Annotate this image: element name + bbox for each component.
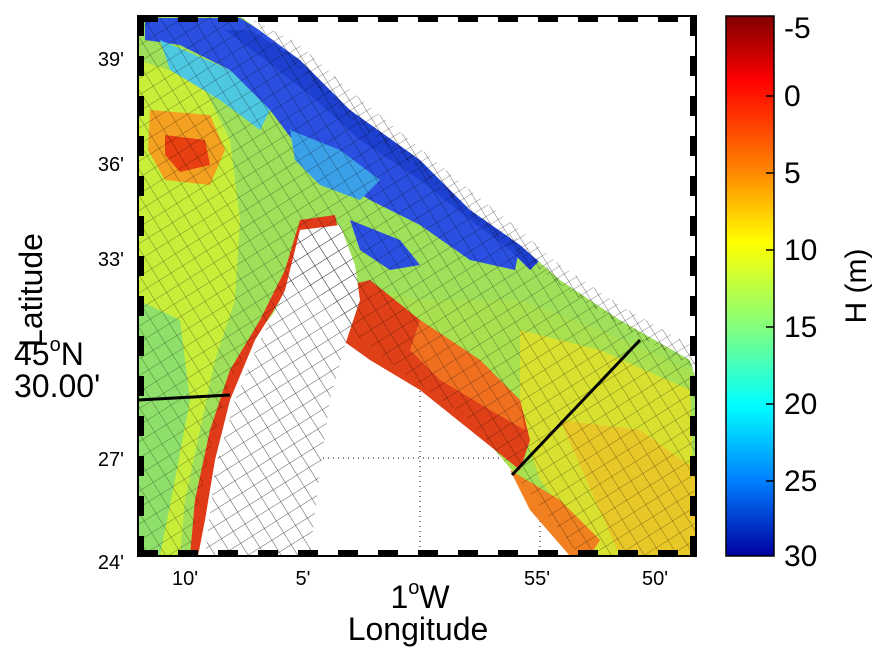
y-tick-label: 27' <box>98 449 124 471</box>
y-axis-ticks: 39' 36' 33' 27' 24' <box>98 49 124 574</box>
colorbar-tick-label: -5 <box>784 12 811 45</box>
colorbar-gradient <box>725 15 775 557</box>
grid-section-lines <box>138 338 642 477</box>
x-axis-ticks: 10' 5' 55' 50' <box>172 568 668 590</box>
y-center-label: 45oN <box>14 334 84 372</box>
y-tick-label: 33' <box>98 249 124 271</box>
colorbar-tick-label: 20 <box>784 388 817 421</box>
colorbar-tick-label: 25 <box>784 465 817 498</box>
x-tick-label: 10' <box>172 568 198 590</box>
map-frame <box>137 15 697 557</box>
colorbar-tick-label: 30 <box>784 540 817 573</box>
y-tick-label: 24' <box>98 552 124 574</box>
colorbar-tick-label: 0 <box>784 80 801 113</box>
map-panel <box>137 15 697 557</box>
colorbar-tick-marks <box>766 95 774 482</box>
y-axis-label: Latitude <box>13 233 49 347</box>
x-tick-label: 55' <box>524 568 550 590</box>
colorbar-label: H (m) <box>840 249 873 324</box>
colorbar: -5 0 5 10 15 20 25 30 H (m) <box>725 12 873 573</box>
colorbar-tick-label: 15 <box>784 311 817 344</box>
y-tick-label: 39' <box>98 49 124 71</box>
x-center-label: 1oW <box>390 577 450 615</box>
y-center-minutes: 30.00' <box>14 368 100 404</box>
inner-bay-mesh <box>205 16 696 556</box>
map-frame-ticks <box>138 16 696 556</box>
colorbar-tick-label: 5 <box>784 157 801 190</box>
x-tick-label: 5' <box>296 568 311 590</box>
curvilinear-grid <box>138 16 696 556</box>
x-tick-label: 50' <box>642 568 668 590</box>
x-axis-label: Longitude <box>348 611 489 647</box>
y-tick-label: 36' <box>98 154 124 176</box>
colorbar-tick-label: 10 <box>784 234 817 267</box>
